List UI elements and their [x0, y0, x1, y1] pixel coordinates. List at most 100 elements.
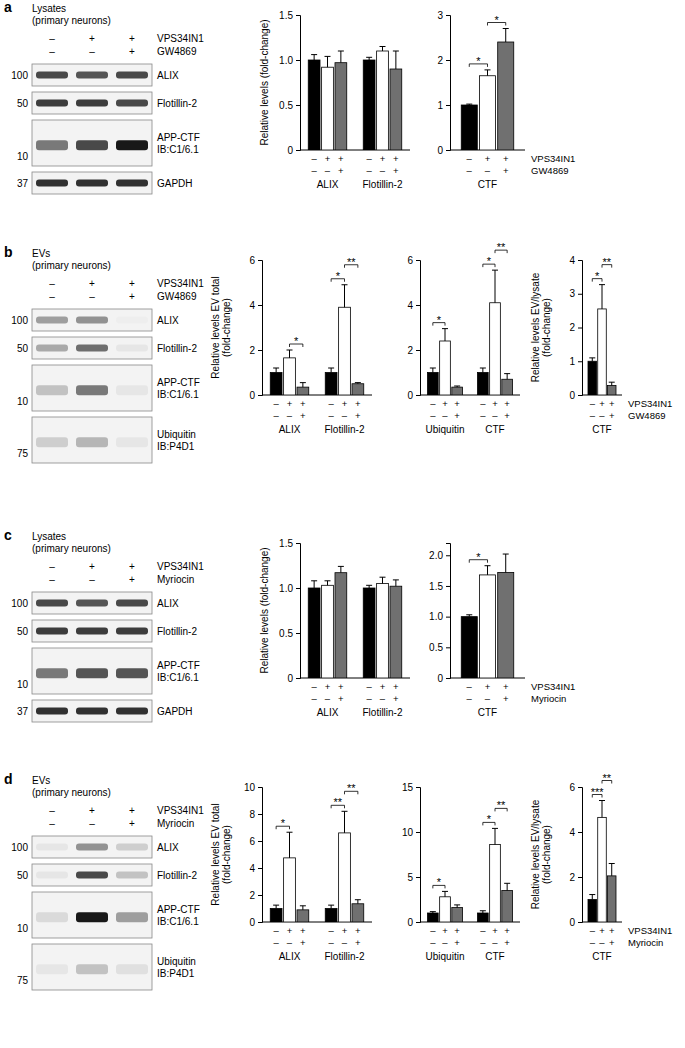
treatment-sign: –: [430, 398, 436, 409]
bar: [325, 909, 337, 923]
treatment-sign: –: [311, 165, 317, 176]
y-tick: 1: [437, 100, 450, 111]
mw-marker: 75: [17, 975, 29, 986]
y-tick: 0.5: [279, 628, 300, 639]
blot-band: [36, 600, 68, 607]
y-axis: 0246: [407, 255, 420, 401]
mw-marker: 37: [17, 706, 29, 717]
band-label: ALIX: [157, 842, 179, 853]
treatment-sign: –: [328, 398, 334, 409]
treatment-sign: +: [504, 925, 510, 936]
y-tick: 1.0: [429, 611, 450, 622]
tick-mark: [296, 105, 300, 106]
bar: [308, 588, 320, 678]
sig-label: *: [494, 14, 499, 26]
blot-band: [76, 140, 108, 150]
blot-band: [116, 964, 148, 974]
y-tick: 4: [249, 863, 262, 874]
error-bar: [504, 374, 510, 380]
error-bar: [454, 386, 460, 387]
tick-mark: [416, 395, 420, 396]
sig-label: *: [437, 876, 442, 888]
mw-marker: 50: [17, 870, 29, 881]
blot-title: (primary neurons): [32, 787, 111, 798]
tick-mark: [296, 543, 300, 544]
tick-label: 4: [569, 255, 575, 266]
treatment-label: VPS34IN1: [531, 681, 575, 692]
treatment-sign: +: [503, 153, 509, 164]
bar: [322, 585, 334, 678]
category-label: ALIX: [317, 179, 339, 190]
chart: 00.51.01.52.0–++––+CTFVPS34IN1Myriocin*: [429, 544, 575, 719]
bar: [502, 379, 513, 395]
tick-label: 0: [249, 917, 255, 928]
tick-mark: [296, 588, 300, 589]
treatment-sign: +: [129, 278, 135, 289]
band-label: APP-CTF: [157, 904, 200, 915]
tick-mark: [258, 305, 262, 306]
sig-label: **: [603, 772, 612, 784]
tick-mark: [416, 350, 420, 351]
treatment-sign: +: [454, 410, 460, 421]
treatment-sign: –: [328, 410, 334, 421]
error-bar: [589, 895, 595, 900]
blot-band: [116, 668, 148, 678]
axis-line: [416, 261, 421, 396]
treatment-sign: +: [300, 937, 306, 948]
error-bar: [300, 906, 306, 910]
error-bar: [504, 883, 510, 890]
treatment-sign: –: [366, 153, 372, 164]
blot-strip: [32, 309, 152, 331]
blot-band: [76, 345, 108, 352]
plot-area: [308, 566, 402, 678]
treatment-sign: +: [393, 165, 399, 176]
treatment-sign: +: [129, 33, 135, 44]
band-label: APP-CTF: [157, 660, 200, 671]
blot-title: (primary neurons): [32, 15, 111, 26]
treatment-sign: +: [380, 681, 386, 692]
blot-band: [116, 72, 148, 79]
plot-area: [270, 811, 364, 922]
category-label: CTF: [592, 951, 611, 962]
treatment-sign: –: [366, 681, 372, 692]
tick-mark: [446, 586, 450, 587]
treatment-sign: –: [49, 561, 55, 572]
chart: 00.51.01.5Relative levels (fold-change)–…: [259, 10, 410, 190]
y-axis: 01234: [569, 255, 582, 401]
treatment-sign: +: [287, 925, 293, 936]
blot-band: [36, 964, 68, 974]
y-tick: 4: [407, 300, 420, 311]
blot-band: [116, 628, 148, 635]
tick-label: 0: [407, 390, 413, 401]
band-label: APP-CTF: [157, 377, 200, 388]
bar: [452, 387, 463, 395]
tick-mark: [258, 922, 262, 923]
treatment-sign: –: [89, 818, 95, 829]
mw-marker: 100: [11, 598, 28, 609]
treatment-sign: –: [287, 937, 293, 948]
tick-mark: [296, 15, 300, 16]
band-label: IB:C1/6.1: [157, 144, 199, 155]
y-axis-title: Relative levels EV total: [210, 803, 221, 905]
blot-band: [36, 72, 68, 79]
treatment-sign: +: [503, 681, 509, 692]
blot-strip: [32, 365, 152, 411]
error-bar: [454, 905, 460, 908]
treatment-sign: +: [342, 398, 348, 409]
y-tick: 5: [407, 872, 420, 883]
blot-band: [116, 140, 148, 150]
bar: [335, 573, 347, 678]
treatment-sign: –: [311, 681, 317, 692]
treatment-sign: +: [504, 398, 510, 409]
treatment-label: VPS34IN1: [157, 33, 204, 44]
blot-band: [36, 872, 68, 879]
tick-label: 2: [569, 322, 575, 333]
tick-mark: [416, 260, 420, 261]
band-label: IB:P4D1: [157, 968, 195, 979]
error-bar: [480, 911, 486, 913]
treatment-sign: –: [311, 153, 317, 164]
treatment-sign: +: [355, 937, 361, 948]
plot-area: [461, 554, 514, 678]
axis-line: [258, 261, 263, 396]
axis-line: [296, 16, 301, 151]
